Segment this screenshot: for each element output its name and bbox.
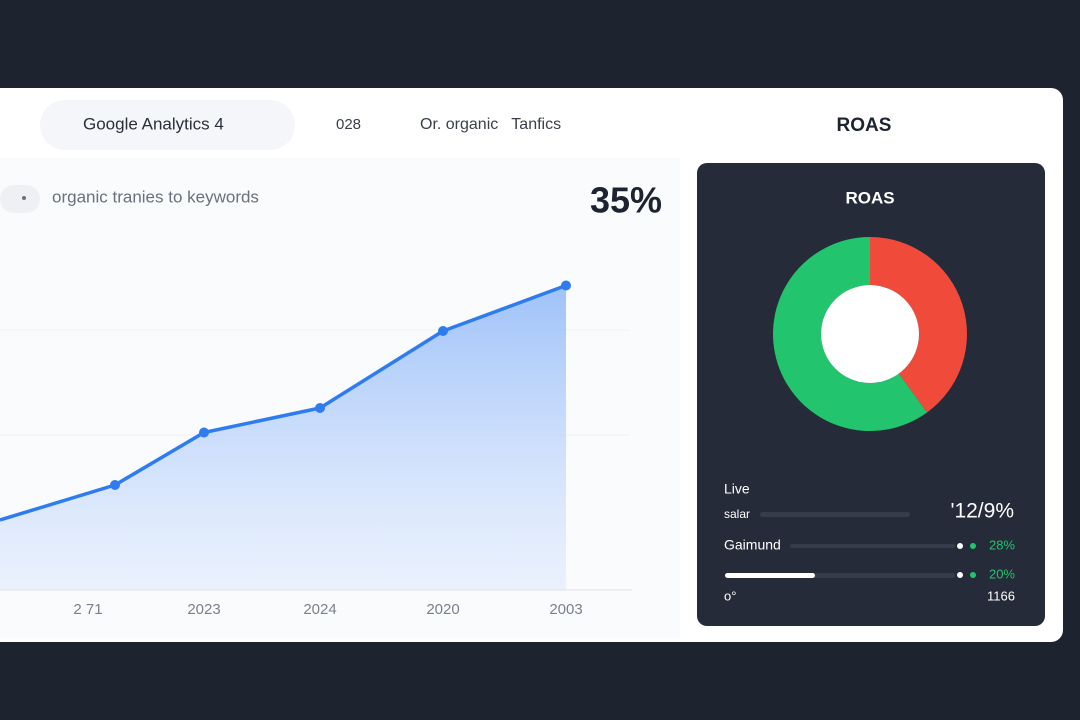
panel-title: ROAS [845, 188, 894, 207]
section: Or. organic Tanfics [420, 116, 561, 133]
right-title: ROAS [837, 115, 892, 136]
track [790, 544, 955, 548]
dot [970, 543, 976, 549]
row-label: Live [724, 481, 750, 497]
point [315, 403, 325, 413]
tab-label[interactable]: Google Analytics 4 [83, 114, 224, 133]
row-value: 1166 [987, 588, 1015, 603]
headline: 35% [590, 180, 662, 221]
x-tick-label: 2 71 [73, 601, 102, 618]
x-tick-label: 2003 [549, 601, 582, 618]
row-value: 28% [989, 537, 1015, 552]
row-value: 20% [989, 566, 1015, 581]
point [438, 326, 448, 336]
code: 028 [336, 116, 361, 133]
x-tick-label: 2023 [187, 601, 220, 618]
donut-hole [821, 285, 919, 383]
chip-dot [22, 196, 26, 200]
progress [725, 573, 815, 578]
area [0, 285, 566, 590]
dot [970, 572, 976, 578]
subtitle: organic tranies to keywords [52, 187, 259, 206]
x-tick-label: 2024 [303, 601, 336, 618]
point [561, 280, 571, 291]
dot [957, 572, 963, 578]
row-label: salar [724, 507, 750, 521]
chip [0, 185, 40, 213]
donut-slice [772, 237, 928, 431]
line [0, 283, 567, 522]
row-value: '12/9% [950, 500, 1014, 523]
track [760, 512, 910, 517]
row-label: Gaimund [724, 537, 781, 553]
x-tick-label: 2020 [426, 601, 459, 618]
donut-slice [870, 237, 967, 413]
tab-pill[interactable] [40, 100, 295, 150]
dot [957, 543, 963, 549]
row-label: o° [724, 588, 736, 603]
point [199, 427, 209, 438]
point [110, 480, 120, 490]
